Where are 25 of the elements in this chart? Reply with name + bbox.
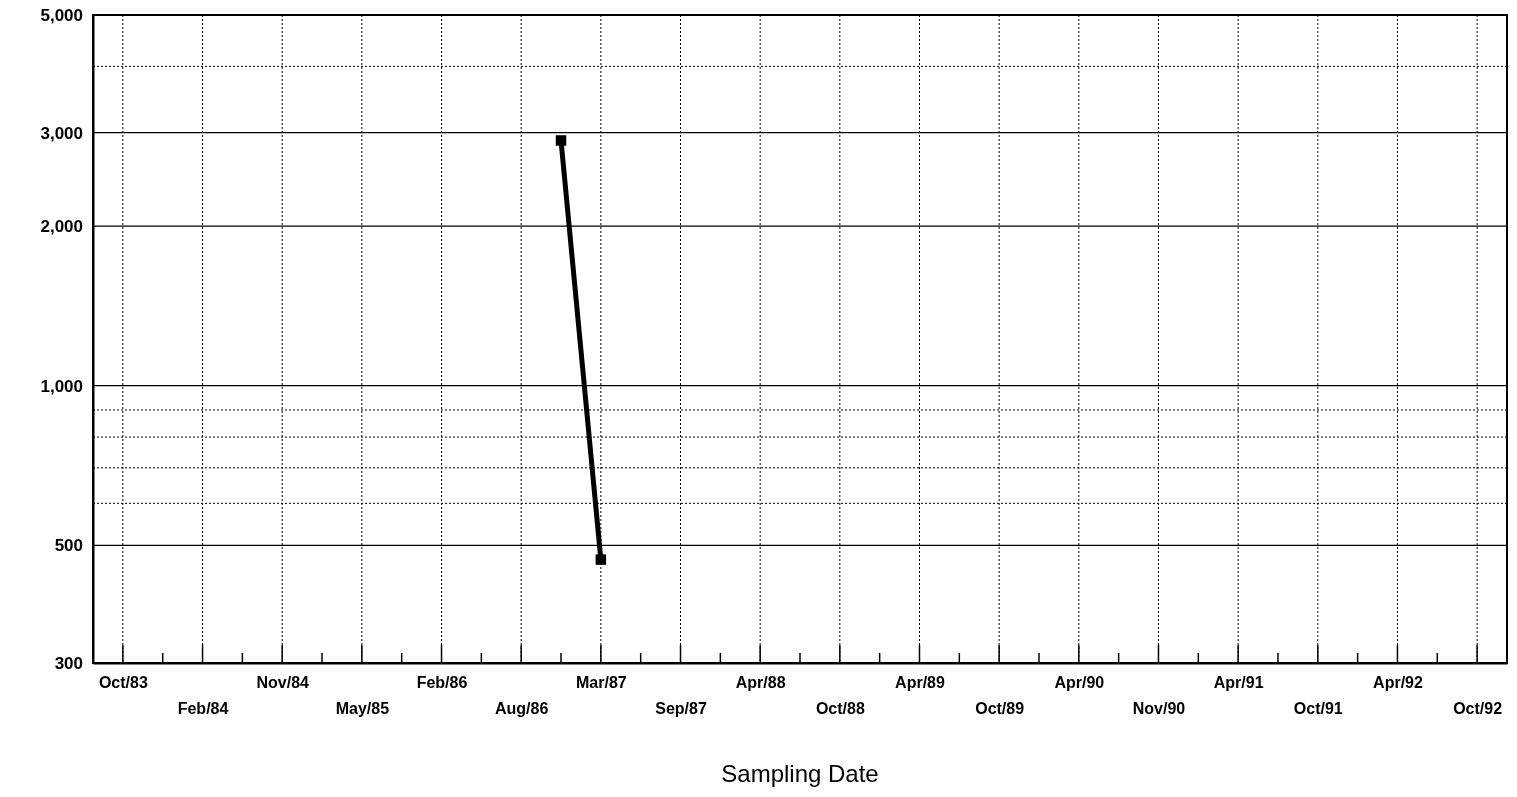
x-tick-label: Apr/89 xyxy=(895,674,945,692)
x-tick-label: Apr/90 xyxy=(1054,674,1105,692)
x-tick-label: May/85 xyxy=(335,699,390,717)
x-tick-label: Apr/91 xyxy=(1213,674,1264,692)
x-axis-title: Sampling Date xyxy=(721,760,879,787)
x-tick-label: Aug/86 xyxy=(495,699,549,717)
y-tick-label: 500 xyxy=(54,536,83,556)
x-tick-label: Feb/84 xyxy=(177,699,229,717)
x-tick-label: Apr/92 xyxy=(1373,674,1423,692)
x-tick-label: Apr/88 xyxy=(735,674,786,692)
y-tick-label: 1,000 xyxy=(40,376,83,396)
x-tick-label: Oct/83 xyxy=(98,674,148,692)
x-tick-label: Nov/90 xyxy=(1132,699,1186,717)
x-tick-label: Oct/89 xyxy=(975,699,1025,717)
x-tick-label: Mar/87 xyxy=(575,674,627,692)
y-tick-label: 2,000 xyxy=(40,216,83,236)
y-tick-label: 300 xyxy=(54,653,83,673)
y-tick-label: 5,000 xyxy=(40,5,83,25)
x-tick-label: Oct/88 xyxy=(815,699,865,717)
x-tick-label: Sep/87 xyxy=(655,699,707,717)
y-tick-label: 3,000 xyxy=(40,123,83,143)
x-tick-label: Nov/84 xyxy=(256,674,310,692)
x-tick-label: Feb/86 xyxy=(416,674,468,692)
x-tick-label: Oct/92 xyxy=(1453,699,1503,717)
x-tick-label: Oct/91 xyxy=(1293,699,1343,717)
